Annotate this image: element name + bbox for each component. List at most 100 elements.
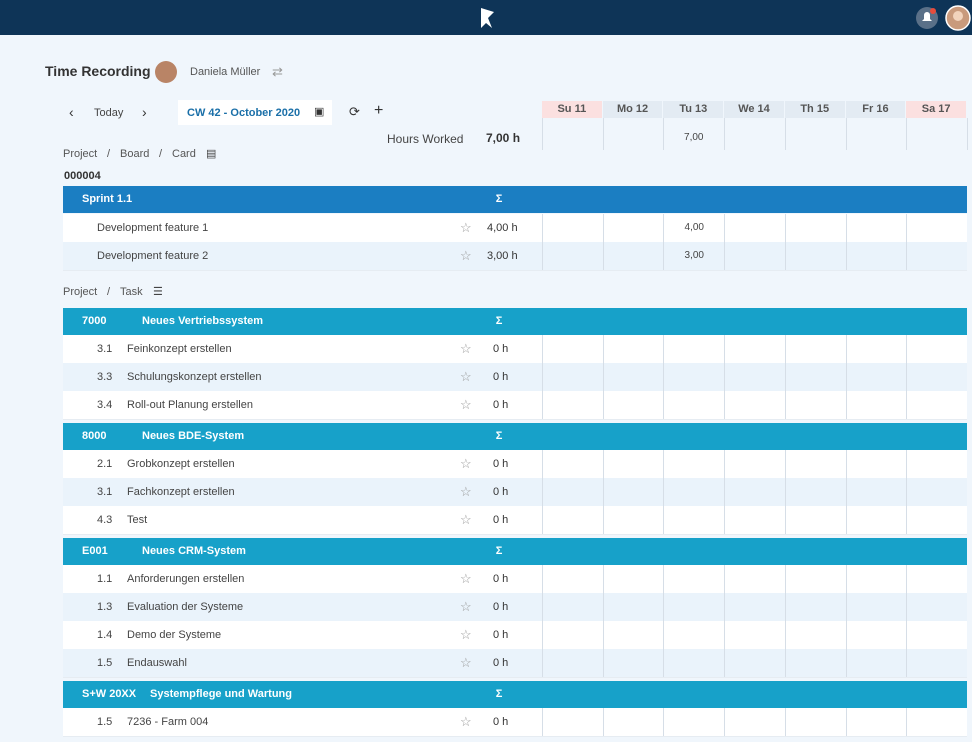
day-cell[interactable] — [602, 450, 664, 478]
favorite-star[interactable]: ☆ — [460, 627, 472, 642]
day-cell[interactable] — [724, 621, 785, 649]
prev-week[interactable]: ‹ — [69, 104, 74, 120]
day-cell[interactable] — [845, 242, 907, 270]
day-cell[interactable]: 3,00 — [663, 242, 724, 270]
view-icon[interactable]: ☰ — [153, 286, 163, 298]
day-cell[interactable] — [602, 242, 664, 270]
day-cell[interactable] — [663, 593, 724, 621]
day-cell[interactable] — [724, 391, 785, 419]
day-cell[interactable] — [663, 391, 724, 419]
favorite-star[interactable]: ☆ — [460, 341, 472, 356]
day-cell[interactable] — [542, 708, 603, 736]
favorite-star[interactable]: ☆ — [460, 456, 472, 471]
day-cell[interactable] — [663, 478, 724, 506]
day-cell[interactable] — [602, 708, 664, 736]
day-cell[interactable] — [663, 621, 724, 649]
favorite-star[interactable]: ☆ — [460, 655, 472, 670]
day-cell[interactable] — [542, 478, 603, 506]
user-avatar[interactable] — [945, 5, 971, 31]
day-cell[interactable] — [542, 565, 603, 593]
day-cell[interactable] — [906, 649, 967, 677]
day-cell[interactable] — [845, 708, 907, 736]
day-cell[interactable] — [663, 363, 724, 391]
day-cell[interactable] — [602, 214, 664, 242]
day-cell[interactable] — [542, 621, 603, 649]
day-cell[interactable] — [784, 506, 846, 534]
day-cell[interactable] — [602, 335, 664, 363]
favorite-star[interactable]: ☆ — [460, 484, 472, 499]
view-icon[interactable]: ▤ — [206, 148, 217, 160]
day-cell[interactable] — [784, 649, 846, 677]
day-cell[interactable] — [906, 593, 967, 621]
day-cell[interactable]: 4,00 — [663, 214, 724, 242]
favorite-star[interactable]: ☆ — [460, 248, 472, 263]
day-cell[interactable] — [845, 478, 907, 506]
day-cell[interactable] — [784, 363, 846, 391]
day-cell[interactable] — [724, 478, 785, 506]
next-week[interactable]: › — [142, 104, 147, 120]
switch-user-icon[interactable]: ⇄ — [272, 64, 283, 79]
notification-bell[interactable] — [915, 6, 939, 30]
day-cell[interactable] — [906, 565, 967, 593]
add-button[interactable]: + — [374, 102, 384, 119]
day-cell[interactable] — [602, 478, 664, 506]
day-cell[interactable] — [602, 391, 664, 419]
day-cell[interactable] — [542, 593, 603, 621]
day-cell[interactable] — [724, 708, 785, 736]
day-cell[interactable] — [542, 649, 603, 677]
day-cell[interactable] — [663, 506, 724, 534]
day-cell[interactable] — [845, 391, 907, 419]
day-cell[interactable] — [724, 506, 785, 534]
day-cell[interactable] — [602, 565, 664, 593]
day-cell[interactable] — [845, 363, 907, 391]
day-cell[interactable] — [602, 621, 664, 649]
day-cell[interactable] — [845, 450, 907, 478]
day-cell[interactable] — [845, 335, 907, 363]
day-cell[interactable] — [724, 593, 785, 621]
day-cell[interactable] — [602, 593, 664, 621]
day-cell[interactable] — [602, 506, 664, 534]
favorite-star[interactable]: ☆ — [460, 599, 472, 614]
day-cell[interactable] — [542, 391, 603, 419]
day-cell[interactable] — [784, 242, 846, 270]
day-cell[interactable] — [724, 450, 785, 478]
day-cell[interactable] — [906, 450, 967, 478]
day-cell[interactable] — [784, 391, 846, 419]
day-cell[interactable] — [724, 565, 785, 593]
favorite-star[interactable]: ☆ — [460, 397, 472, 412]
day-cell[interactable] — [906, 621, 967, 649]
day-cell[interactable] — [602, 649, 664, 677]
day-cell[interactable] — [845, 621, 907, 649]
day-cell[interactable] — [845, 593, 907, 621]
day-cell[interactable] — [784, 593, 846, 621]
day-cell[interactable] — [906, 391, 967, 419]
day-cell[interactable] — [542, 214, 603, 242]
day-cell[interactable] — [784, 565, 846, 593]
day-cell[interactable] — [784, 621, 846, 649]
day-cell[interactable] — [542, 363, 603, 391]
day-cell[interactable] — [784, 478, 846, 506]
week-picker[interactable]: CW 42 - October 2020 ▣ — [178, 100, 332, 125]
day-cell[interactable] — [906, 363, 967, 391]
day-cell[interactable] — [663, 565, 724, 593]
day-cell[interactable] — [663, 450, 724, 478]
day-cell[interactable] — [724, 649, 785, 677]
day-cell[interactable] — [906, 478, 967, 506]
day-cell[interactable] — [784, 450, 846, 478]
day-cell[interactable] — [542, 506, 603, 534]
day-cell[interactable] — [724, 242, 785, 270]
day-cell[interactable] — [906, 242, 967, 270]
day-cell[interactable] — [845, 214, 907, 242]
day-cell[interactable] — [784, 214, 846, 242]
day-cell[interactable] — [542, 335, 603, 363]
today-button[interactable]: Today — [94, 107, 124, 119]
day-cell[interactable] — [602, 363, 664, 391]
day-cell[interactable] — [845, 649, 907, 677]
favorite-star[interactable]: ☆ — [460, 571, 472, 586]
day-cell[interactable] — [542, 242, 603, 270]
favorite-star[interactable]: ☆ — [460, 714, 472, 729]
refresh-button[interactable]: ⟳ — [349, 104, 360, 119]
day-cell[interactable] — [845, 506, 907, 534]
day-cell[interactable] — [663, 335, 724, 363]
favorite-star[interactable]: ☆ — [460, 512, 472, 527]
